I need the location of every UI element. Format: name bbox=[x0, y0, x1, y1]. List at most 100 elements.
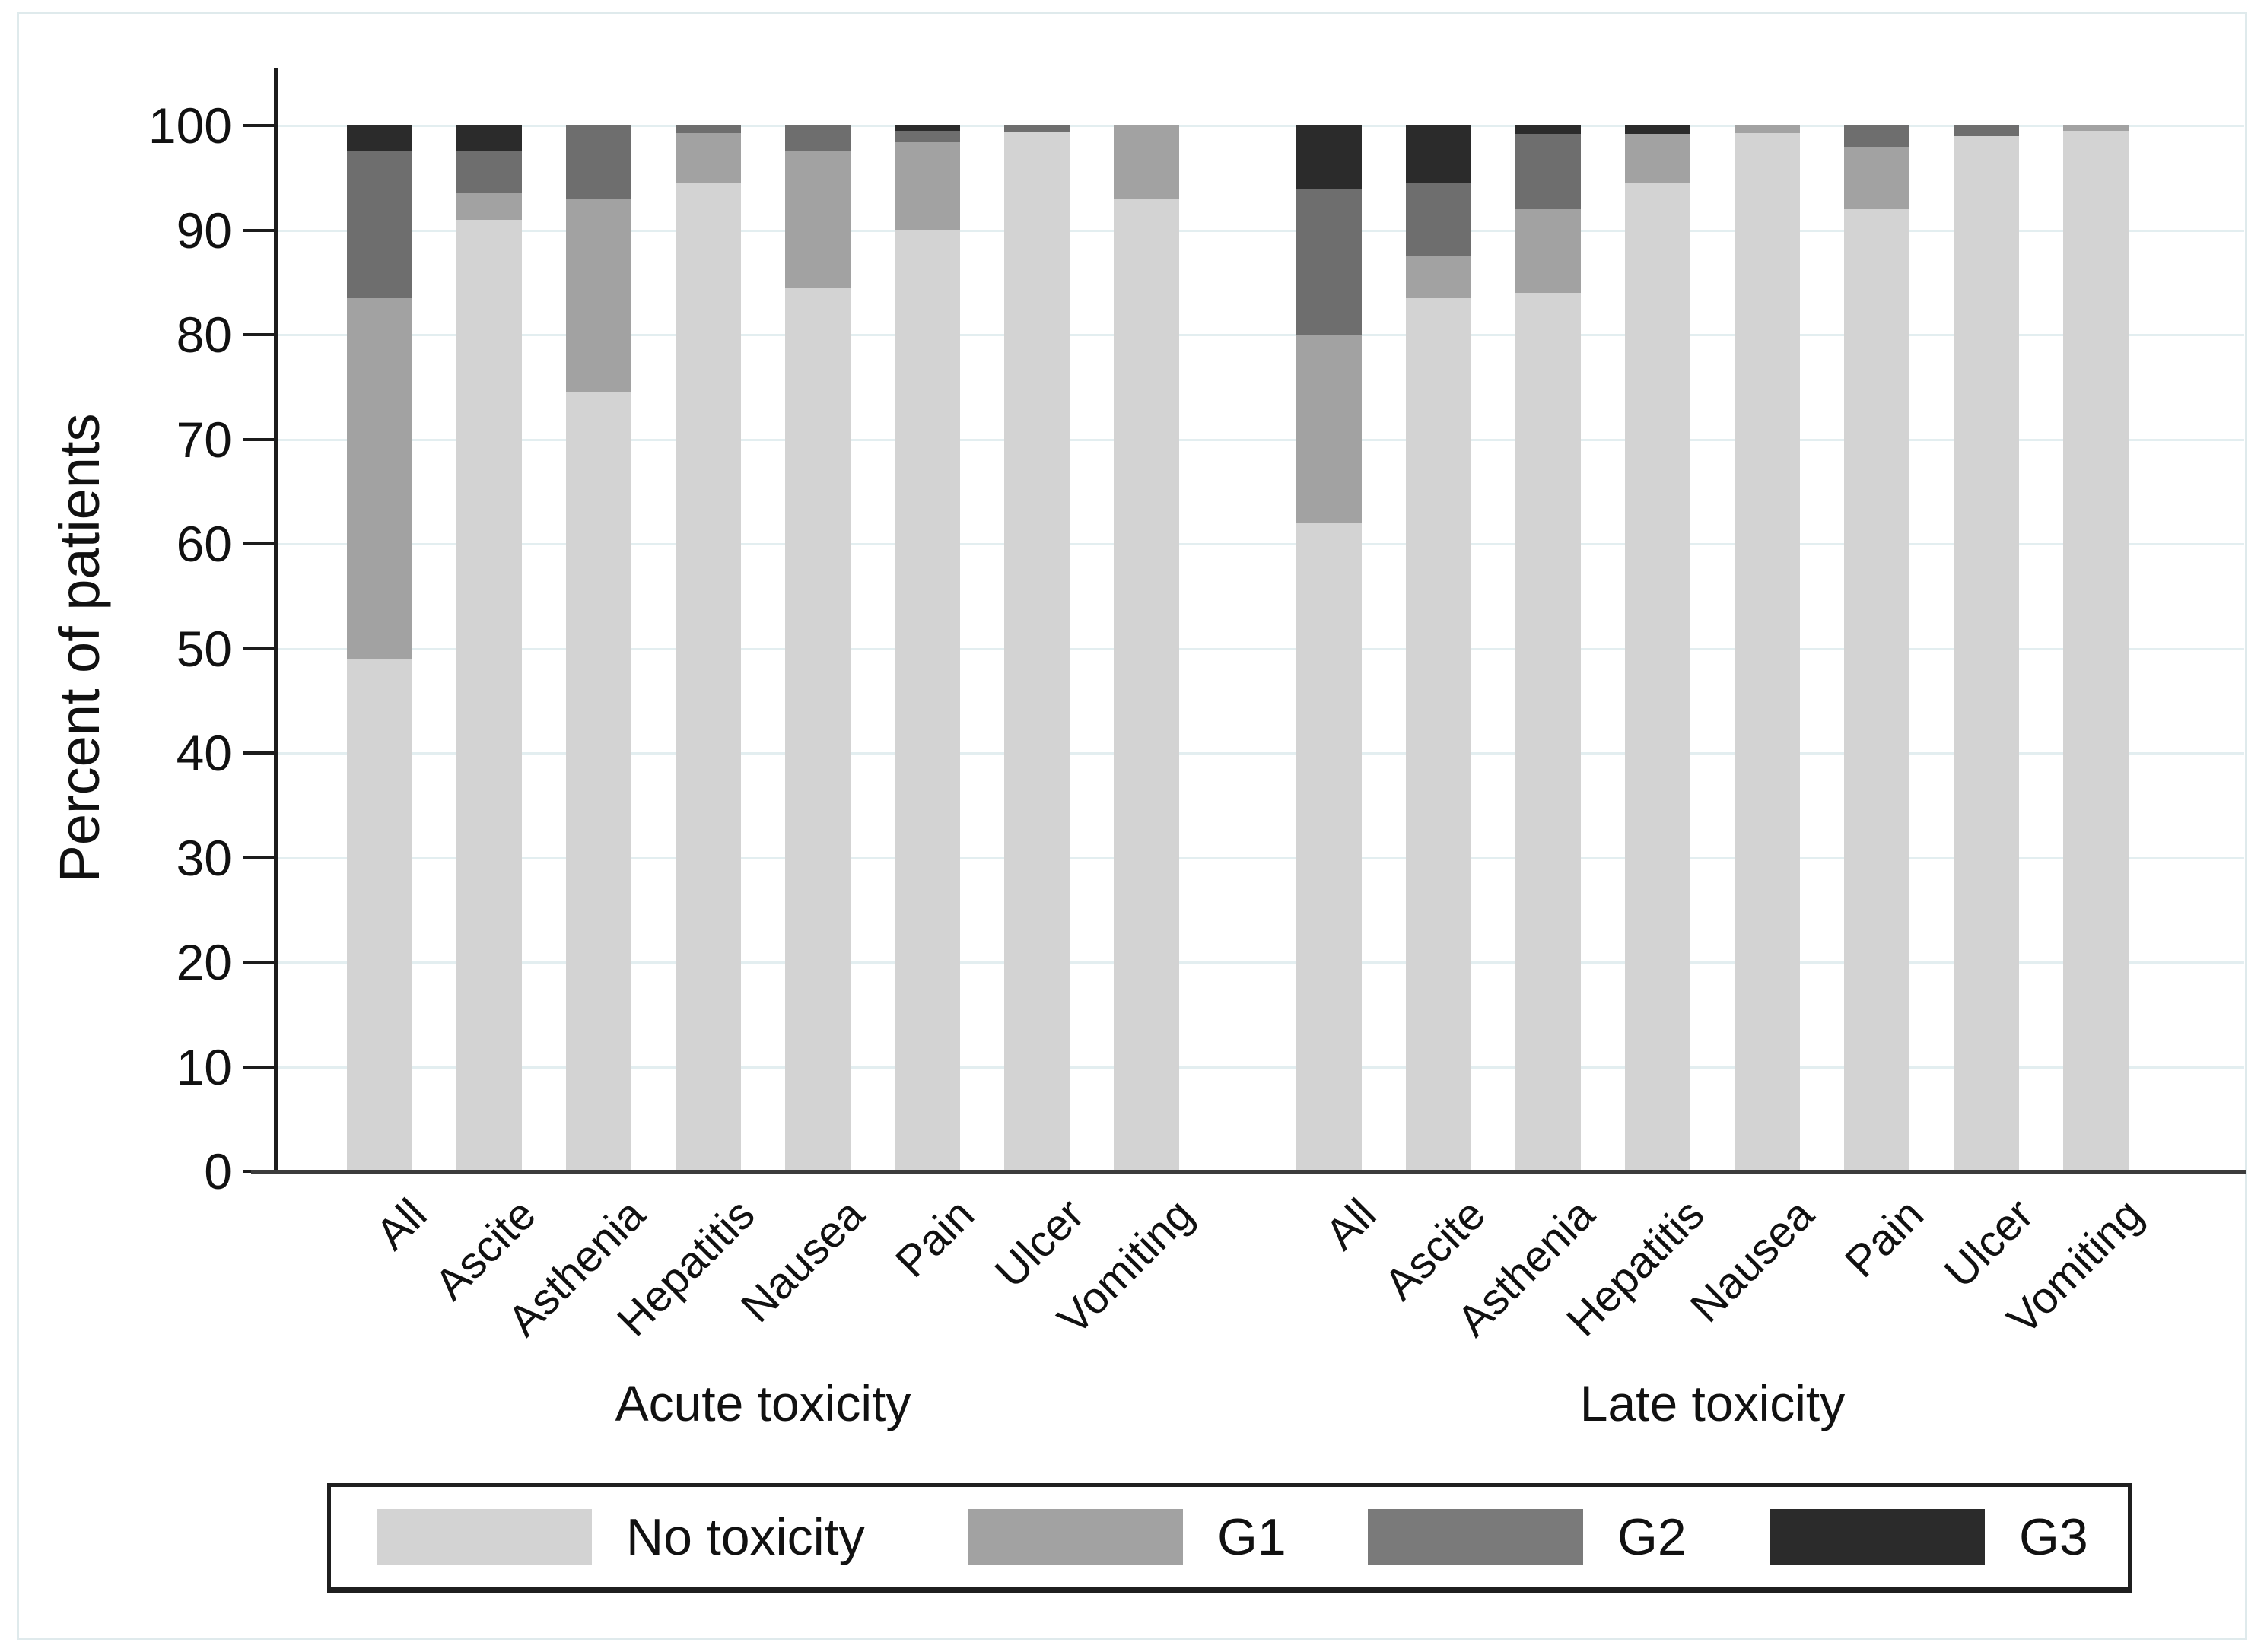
bar-segment-acute-asthenia-g2 bbox=[566, 125, 631, 199]
bar-segment-acute-pain-g2 bbox=[895, 130, 960, 142]
y-tick-label-0: 0 bbox=[204, 1143, 232, 1199]
gridline-10 bbox=[277, 1066, 2244, 1069]
bar-segment-late-ascite-g2 bbox=[1406, 183, 1471, 256]
category-label-acute-nausea: Nausea bbox=[731, 1189, 874, 1333]
bar-segment-acute-nausea-g1 bbox=[785, 151, 851, 288]
gridline-40 bbox=[277, 752, 2244, 755]
y-tick-100 bbox=[243, 124, 274, 127]
bar-segment-acute-ascite-g1 bbox=[456, 193, 522, 220]
bar-segment-late-pain-g2 bbox=[1844, 125, 1909, 147]
bar-segment-late-asthenia-no-toxicity bbox=[1515, 293, 1581, 1171]
bar-segment-late-hepatitis-g1 bbox=[1625, 134, 1690, 183]
bar-segment-late-hepatitis-g3 bbox=[1625, 125, 1690, 134]
bar-segment-acute-asthenia-no-toxicity bbox=[566, 392, 631, 1171]
category-label-acute-pain: Pain bbox=[886, 1189, 984, 1287]
y-tick-label-60: 60 bbox=[176, 516, 232, 572]
y-axis-title: Percent of patients bbox=[48, 413, 111, 883]
bar-segment-acute-pain-no-toxicity bbox=[895, 230, 960, 1171]
group-label-late: Late toxicity bbox=[1579, 1375, 1846, 1431]
bar-segment-late-nausea-g1 bbox=[1735, 125, 1800, 133]
category-label-late-pain: Pain bbox=[1835, 1189, 1933, 1287]
gridline-50 bbox=[277, 647, 2244, 650]
y-axis-line bbox=[274, 68, 278, 1174]
gridline-60 bbox=[277, 543, 2244, 545]
bar-segment-acute-pain-g3 bbox=[895, 125, 960, 131]
bar-segment-late-ascite-g1 bbox=[1406, 256, 1471, 298]
legend-label-no-toxicity: No toxicity bbox=[626, 1508, 865, 1566]
y-tick-label-50: 50 bbox=[176, 620, 232, 677]
bar-segment-acute-all-g3 bbox=[347, 125, 412, 152]
y-tick-label-80: 80 bbox=[176, 307, 232, 363]
gridline-100 bbox=[277, 125, 2244, 127]
bar-segment-late-asthenia-g2 bbox=[1515, 134, 1581, 209]
legend-swatch-g3 bbox=[1770, 1509, 1985, 1565]
y-tick-20 bbox=[243, 961, 274, 964]
y-tick-70 bbox=[243, 437, 274, 441]
bar-segment-late-ascite-no-toxicity bbox=[1406, 297, 1471, 1171]
bar-segment-acute-ulcer-no-toxicity bbox=[1004, 132, 1070, 1171]
bar-segment-late-pain-g1 bbox=[1844, 146, 1909, 209]
bar-segment-acute-hepatitis-g2 bbox=[676, 125, 741, 133]
legend-swatch-no-toxicity bbox=[377, 1509, 592, 1565]
bar-segment-acute-asthenia-g1 bbox=[566, 199, 631, 392]
legend-swatch-g1 bbox=[968, 1509, 1183, 1565]
bar-segment-late-vomiting-g1 bbox=[2063, 125, 2129, 131]
bar-segment-acute-pain-g1 bbox=[895, 142, 960, 230]
bar-segment-late-pain-no-toxicity bbox=[1844, 209, 1909, 1171]
bar-segment-late-ascite-g3 bbox=[1406, 125, 1471, 183]
bar-segment-acute-all-g2 bbox=[347, 151, 412, 298]
bar-segment-late-asthenia-g3 bbox=[1515, 125, 1581, 134]
x-axis-line bbox=[251, 1170, 2246, 1174]
y-tick-label-70: 70 bbox=[176, 411, 232, 468]
y-tick-10 bbox=[243, 1065, 274, 1069]
bar-segment-acute-ulcer-g2 bbox=[1004, 125, 1070, 132]
gridline-80 bbox=[277, 334, 2244, 336]
bar-segment-acute-vomiting-no-toxicity bbox=[1114, 199, 1179, 1171]
bar-segment-late-all-g1 bbox=[1296, 335, 1362, 523]
legend-label-g3: G3 bbox=[2019, 1508, 2088, 1566]
y-tick-30 bbox=[243, 856, 274, 859]
bar-segment-late-ulcer-no-toxicity bbox=[1954, 135, 2019, 1171]
y-tick-80 bbox=[243, 333, 274, 336]
bar-segment-acute-ascite-no-toxicity bbox=[456, 219, 522, 1171]
bar-segment-acute-all-g1 bbox=[347, 297, 412, 659]
bar-segment-acute-ascite-g3 bbox=[456, 125, 522, 152]
bar-segment-acute-nausea-no-toxicity bbox=[785, 288, 851, 1171]
gridline-90 bbox=[277, 229, 2244, 232]
bar-segment-acute-vomiting-g1 bbox=[1114, 125, 1179, 199]
category-label-late-nausea: Nausea bbox=[1681, 1189, 1824, 1333]
gridline-30 bbox=[277, 856, 2244, 859]
y-tick-40 bbox=[243, 751, 274, 755]
bar-segment-acute-nausea-g2 bbox=[785, 125, 851, 152]
y-tick-90 bbox=[243, 228, 274, 232]
y-tick-label-90: 90 bbox=[176, 202, 232, 259]
gridline-70 bbox=[277, 438, 2244, 441]
legend-label-g2: G2 bbox=[1617, 1508, 1687, 1566]
bar-segment-acute-hepatitis-g1 bbox=[676, 132, 741, 183]
bar-segment-late-all-no-toxicity bbox=[1296, 523, 1362, 1171]
y-tick-label-100: 100 bbox=[148, 97, 232, 154]
bar-segment-late-ulcer-g2 bbox=[1954, 125, 2019, 136]
bar-segment-late-nausea-no-toxicity bbox=[1735, 132, 1800, 1171]
group-label-acute: Acute toxicity bbox=[615, 1375, 911, 1431]
category-label-acute-all: All bbox=[366, 1189, 436, 1260]
bar-segment-late-asthenia-g1 bbox=[1515, 209, 1581, 293]
bar-segment-acute-ascite-g2 bbox=[456, 151, 522, 194]
bar-segment-acute-hepatitis-no-toxicity bbox=[676, 183, 741, 1171]
y-tick-60 bbox=[243, 542, 274, 545]
y-tick-label-40: 40 bbox=[176, 725, 232, 781]
bar-segment-acute-all-no-toxicity bbox=[347, 659, 412, 1171]
y-tick-label-30: 30 bbox=[176, 829, 232, 886]
bar-segment-late-vomiting-no-toxicity bbox=[2063, 130, 2129, 1171]
gridline-20 bbox=[277, 961, 2244, 964]
legend-swatch-g2 bbox=[1368, 1509, 1583, 1565]
bar-segment-late-all-g3 bbox=[1296, 125, 1362, 189]
y-tick-label-20: 20 bbox=[176, 934, 232, 990]
legend-label-g1: G1 bbox=[1217, 1508, 1286, 1566]
legend: No toxicity G1 G2 G3 bbox=[327, 1483, 2132, 1593]
bar-segment-late-all-g2 bbox=[1296, 188, 1362, 335]
category-label-late-all: All bbox=[1315, 1189, 1385, 1260]
bar-segment-late-hepatitis-no-toxicity bbox=[1625, 183, 1690, 1171]
y-tick-50 bbox=[243, 647, 274, 650]
